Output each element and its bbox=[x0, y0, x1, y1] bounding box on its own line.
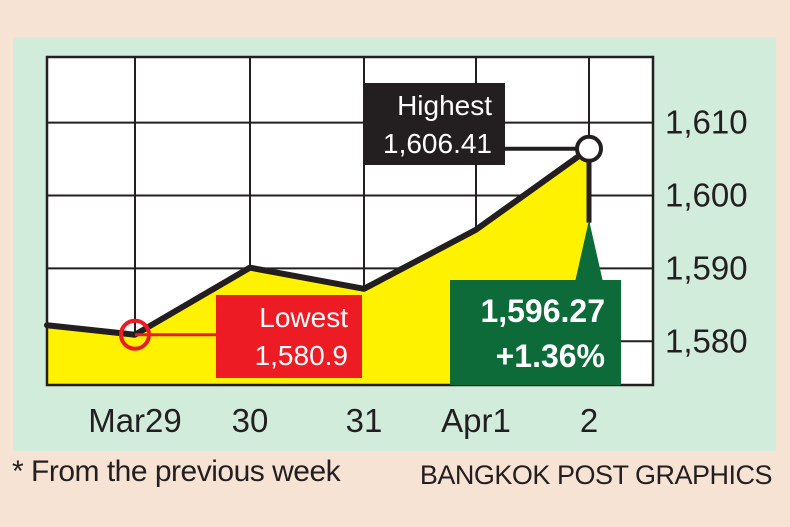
y-tick-label: 1,580 bbox=[665, 322, 748, 359]
lowest-label: Lowest bbox=[259, 302, 348, 333]
annotations: Lowest 1,580.9 Highest 1,606.41 1,596.27 +1.3… bbox=[119, 83, 621, 385]
close-box bbox=[450, 280, 621, 385]
x-tick-label: Apr1 bbox=[441, 402, 511, 439]
close-change: +1.36% bbox=[496, 338, 605, 374]
close-pointer bbox=[575, 220, 603, 282]
x-tick-label: 31 bbox=[346, 402, 383, 439]
lowest-value: 1,580.9 bbox=[255, 340, 348, 371]
highest-label: Highest bbox=[397, 90, 492, 121]
x-tick-label: 2 bbox=[580, 402, 598, 439]
y-tick-label: 1,600 bbox=[665, 176, 748, 213]
y-tick-labels: 1,580 1,590 1,600 1,610 bbox=[665, 104, 748, 360]
lowest-marker bbox=[119, 318, 151, 351]
highest-marker bbox=[575, 134, 603, 163]
y-tick-label: 1,610 bbox=[665, 104, 748, 141]
highest-box bbox=[365, 83, 505, 165]
lowest-box bbox=[216, 295, 362, 378]
plot-border bbox=[45, 55, 655, 387]
close-value: 1,596.27 bbox=[480, 293, 605, 329]
footnote: * From the previous week bbox=[12, 455, 341, 488]
chart-panel: 1,580 1,590 1,600 1,610 Mar29 30 31 Apr1 2 Lowe… bbox=[13, 37, 776, 451]
x-tick-labels: Mar29 30 31 Apr1 2 bbox=[88, 402, 598, 439]
x-tick-label: 30 bbox=[232, 402, 269, 439]
highest-value: 1,606.41 bbox=[383, 128, 492, 159]
line-area-chart: 1,580 1,590 1,600 1,610 Mar29 30 31 Apr1 2 Lowe… bbox=[44, 55, 748, 439]
y-tick-label: 1,590 bbox=[665, 249, 748, 286]
x-tick-label: Mar29 bbox=[88, 402, 182, 439]
credit: BANGKOK POST GRAPHICS bbox=[419, 460, 773, 490]
